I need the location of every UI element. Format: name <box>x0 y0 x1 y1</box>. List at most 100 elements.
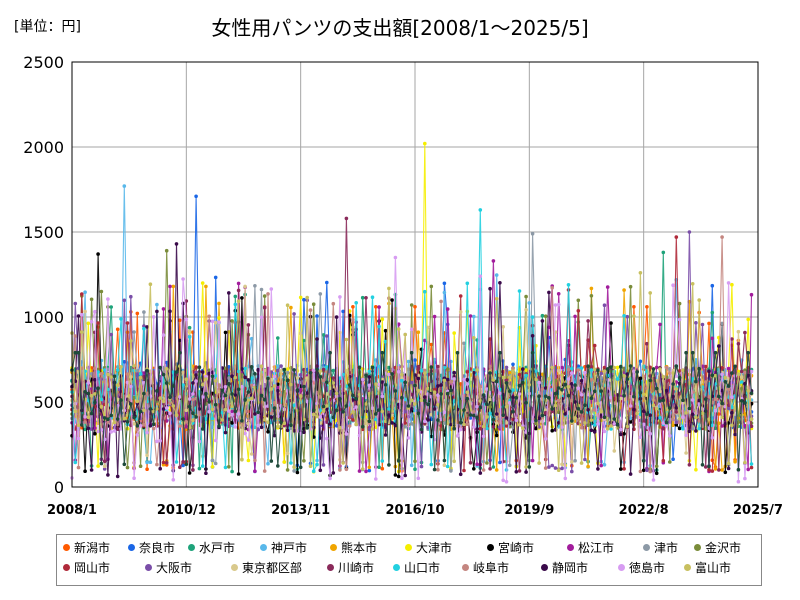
unit-label: [単位：円] <box>14 19 81 35</box>
data-point <box>171 284 176 289</box>
data-point <box>223 393 228 398</box>
data-point <box>511 369 515 374</box>
data-point <box>465 390 470 395</box>
data-point <box>458 427 463 432</box>
data-point <box>269 287 274 291</box>
data-point <box>690 377 695 381</box>
data-point <box>409 327 414 332</box>
legend-item: 大阪市 <box>145 559 192 576</box>
data-point <box>507 375 512 380</box>
data-point <box>481 424 486 429</box>
data-point <box>351 398 355 402</box>
data-point <box>556 386 561 390</box>
data-point <box>184 377 189 382</box>
data-point <box>589 378 594 382</box>
data-point <box>596 368 600 373</box>
data-point <box>374 305 378 309</box>
data-point <box>677 317 682 322</box>
data-point <box>230 421 234 425</box>
data-point <box>478 405 483 410</box>
data-point <box>573 314 577 319</box>
data-point <box>726 384 731 388</box>
data-point <box>504 365 509 370</box>
data-point <box>96 370 100 374</box>
data-point <box>129 384 133 389</box>
data-point <box>671 457 675 462</box>
legend-marker <box>260 544 267 551</box>
data-point <box>191 381 195 385</box>
data-point <box>472 314 476 319</box>
legend-label: 岡山市 <box>74 561 111 575</box>
data-point <box>442 458 447 463</box>
data-point <box>396 327 401 331</box>
data-point <box>409 398 414 403</box>
data-point <box>462 422 466 427</box>
data-point <box>475 427 479 431</box>
data-point <box>210 425 215 430</box>
data-point <box>259 364 264 369</box>
data-point <box>494 273 499 277</box>
data-point <box>560 466 564 471</box>
legend: 新潟市 奈良市 水戸市 神戸市 熊本市 大津市 宮崎市 松江市 津市 金沢市 岡山市 大阪市 東京都区部… <box>56 534 762 586</box>
data-point <box>272 374 277 379</box>
data-point <box>478 399 483 403</box>
legend-item: 山口市 <box>393 559 440 576</box>
data-point <box>269 459 274 463</box>
data-point <box>566 377 571 381</box>
data-point <box>200 370 205 374</box>
data-point <box>73 334 78 338</box>
data-point <box>720 388 724 393</box>
data-point <box>521 367 525 371</box>
data-point <box>360 427 365 432</box>
legend-marker <box>618 564 625 571</box>
data-point <box>436 402 440 407</box>
data-point <box>527 465 532 469</box>
data-point <box>178 318 182 323</box>
data-point <box>279 393 283 397</box>
data-point <box>619 467 623 471</box>
data-point <box>739 387 744 391</box>
data-point <box>279 369 283 373</box>
data-point <box>266 420 270 425</box>
data-point <box>207 368 211 373</box>
data-point <box>155 389 159 393</box>
legend-marker <box>63 544 70 551</box>
data-point <box>135 369 140 373</box>
data-point <box>338 397 342 401</box>
data-point <box>325 420 329 424</box>
data-point <box>635 411 639 416</box>
data-point <box>730 337 734 341</box>
data-point <box>668 434 672 438</box>
data-point <box>178 424 182 428</box>
legend-item: 岐阜市 <box>462 559 509 576</box>
data-point <box>458 294 463 298</box>
data-point <box>351 410 355 414</box>
data-point <box>550 407 554 411</box>
data-point <box>602 463 607 467</box>
data-point <box>726 461 731 466</box>
legend-marker <box>63 564 70 571</box>
data-point <box>125 420 130 424</box>
data-point <box>217 301 221 306</box>
data-point <box>406 367 411 372</box>
data-point <box>671 423 675 428</box>
data-point <box>472 336 476 340</box>
data-point <box>217 424 221 428</box>
data-point <box>573 416 577 420</box>
data-point <box>622 374 626 378</box>
data-point <box>403 409 408 414</box>
data-point <box>223 465 228 470</box>
data-point <box>76 350 81 355</box>
data-point <box>658 399 662 403</box>
data-point <box>73 409 78 414</box>
data-point <box>671 394 675 399</box>
data-point <box>377 305 381 309</box>
data-point <box>517 469 522 473</box>
data-point <box>285 370 290 375</box>
data-point <box>625 424 630 429</box>
data-point <box>89 372 94 376</box>
data-point <box>491 259 496 263</box>
data-point <box>403 473 408 478</box>
data-point <box>249 452 254 456</box>
data-point <box>305 391 310 395</box>
